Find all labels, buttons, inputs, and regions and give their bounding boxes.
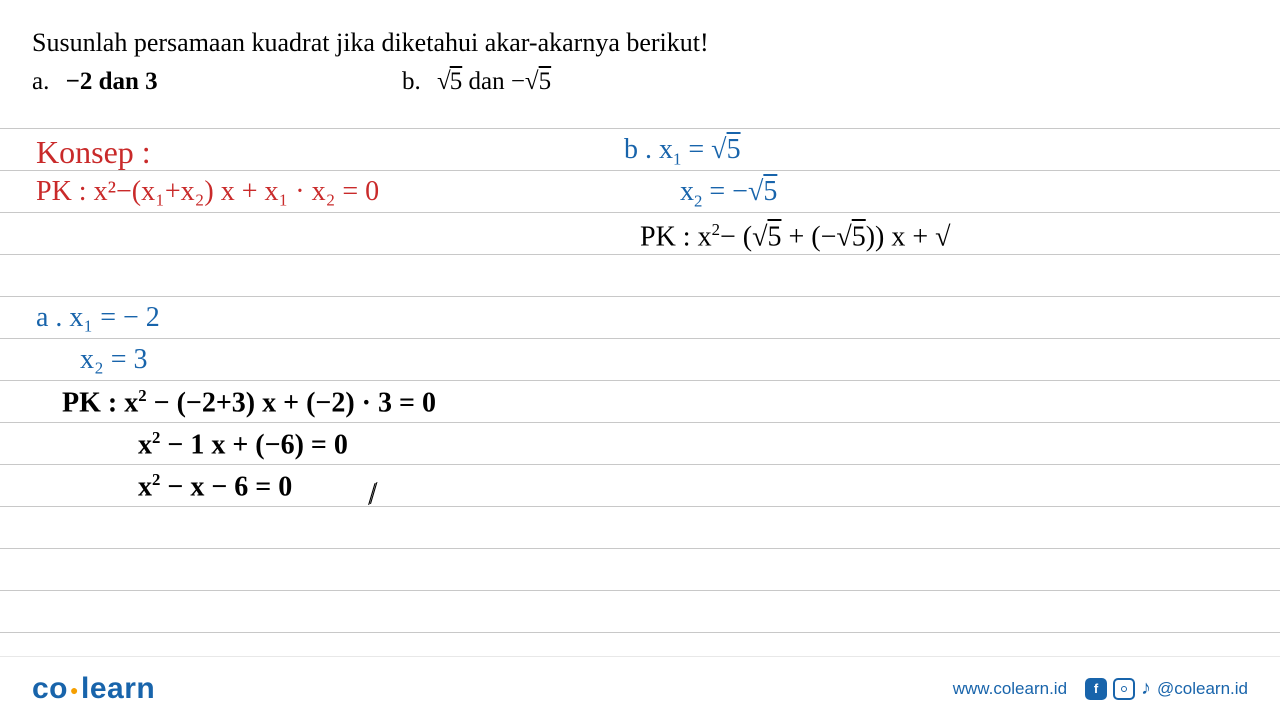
a-pk-line1: PK : x2 − (−2+3) x + (−2) · 3 = 0 [62,386,436,419]
double-tick: // [368,479,372,513]
option-b-label: b. [402,68,421,95]
option-a: a. −2 dan 3 [32,68,402,96]
website-url[interactable]: www.colearn.id [953,679,1067,699]
pk-formula: PK : x²−(x₁+x₂) x + x₁ · x₂ = 0 [36,176,379,208]
facebook-icon[interactable]: f [1085,678,1107,700]
logo-dot-icon: ● [70,682,79,698]
footer: co●learn www.colearn.id f ♪ @colearn.id [0,656,1280,720]
logo-learn: learn [81,672,155,705]
question-options: a. −2 dan 3 b. √5 dan −√5 [32,68,1248,96]
tiktok-icon[interactable]: ♪ [1141,677,1151,700]
a-pk-line2: x2 − 1 x + (−6) = 0 [138,428,348,461]
a-x1: a . x₁ = − 2 [36,302,160,334]
b-pk: PK : x2− (√5 + (−√5)) x + √ [640,220,951,253]
option-a-label: a. [32,68,49,95]
a-pk-line3: x2 − x − 6 = 0 [138,470,292,503]
social-icons: f ♪ @colearn.id [1085,677,1248,700]
question-title: Susunlah persamaan kuadrat jika diketahu… [32,28,1248,58]
option-b: b. √5 dan −√5 [402,68,551,96]
b-x2: x2 = −√5 [680,176,777,212]
instagram-icon[interactable] [1113,678,1135,700]
konsep-label: Konsep : [36,134,151,171]
a-x2: x₂ = 3 [80,344,148,376]
logo: co●learn [32,672,155,706]
option-b-text: √5 dan −√5 [437,68,551,95]
option-a-text: −2 dan 3 [66,68,158,95]
b-x1: b . x1 = √5 [624,134,741,170]
social-handle[interactable]: @colearn.id [1157,679,1248,699]
logo-co: co [32,672,68,705]
